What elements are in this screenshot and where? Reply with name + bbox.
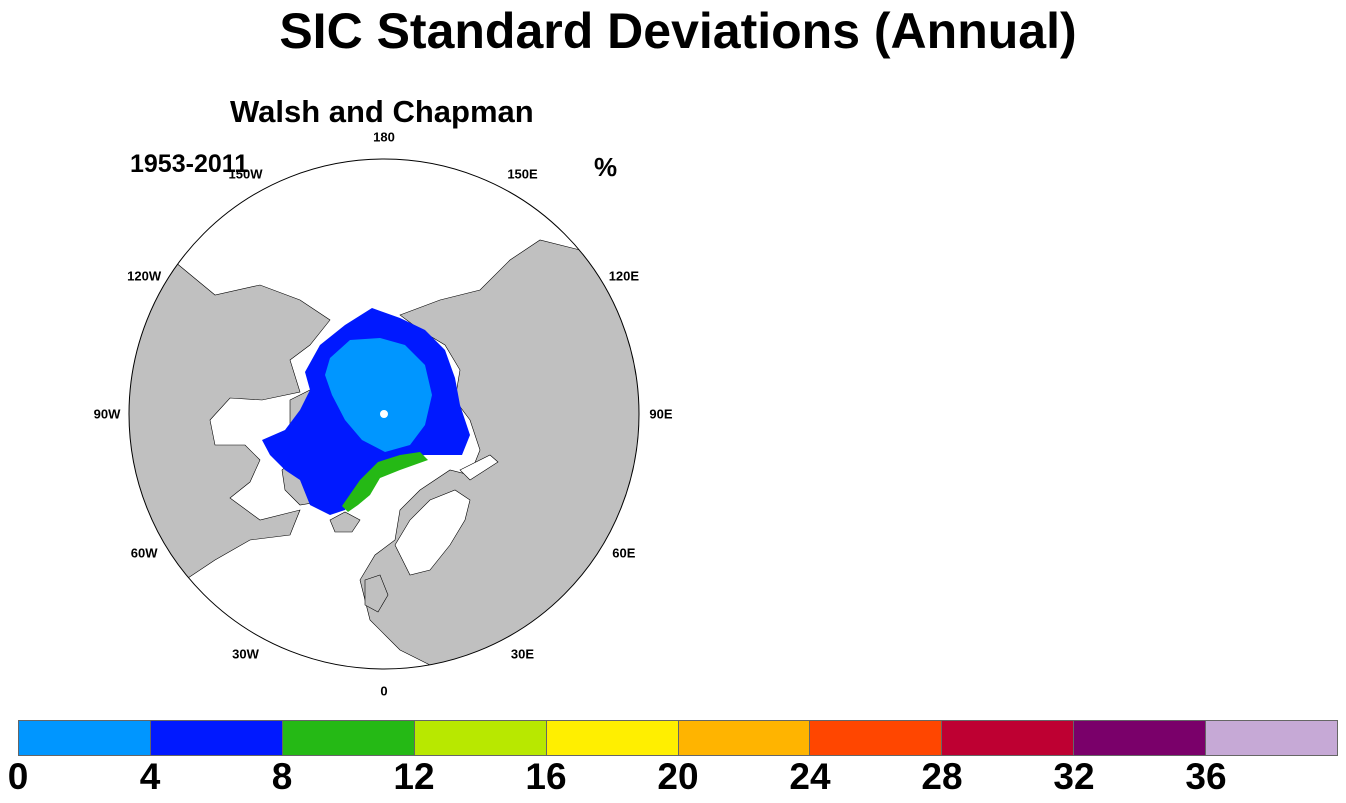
longitude-label: 30W: [232, 646, 259, 662]
colorbar-tick-label: 28: [921, 756, 963, 797]
longitude-label: 120W: [127, 268, 162, 283]
colorbar-box: [678, 721, 811, 755]
sic-band-0-4: [325, 338, 432, 452]
longitude-label: 90W: [93, 406, 121, 422]
polar-map-svg: [128, 158, 640, 670]
colorbar-tick-label: 8: [271, 756, 293, 797]
land-novaya-zemlya: [459, 454, 499, 481]
longitude-label: 60E: [612, 545, 636, 560]
longitude-label: 180: [373, 129, 395, 145]
land-north-america: [129, 261, 331, 601]
colorbar-tick-label: 12: [393, 756, 435, 797]
north-pole-marker: [380, 410, 388, 418]
panel-title: Walsh and Chapman: [230, 94, 534, 129]
longitude-label: 60W: [130, 545, 158, 560]
colorbar-box: [1074, 721, 1207, 755]
land-iceland: [329, 511, 361, 533]
colorbar-box: [942, 721, 1075, 755]
colorbar-tick-label: 20: [657, 756, 699, 797]
colorbar-tick-label: 16: [525, 756, 567, 797]
figure-title: SIC Standard Deviations (Annual): [279, 3, 1077, 59]
units-label: %: [594, 152, 618, 182]
land-uk: [364, 574, 389, 613]
colorbar-box: [810, 721, 943, 755]
colorbar-box: [282, 721, 415, 755]
longitude-label: 30E: [510, 646, 535, 662]
colorbar-tick-label: 24: [789, 756, 831, 797]
period-label: 1953-2011: [130, 150, 249, 178]
colorbar-box: [414, 721, 547, 755]
longitude-label: 120E: [608, 268, 640, 283]
longitude-label: 150W: [228, 166, 263, 182]
sic-field: [262, 308, 470, 515]
sic-band-8-12: [342, 452, 428, 512]
land-scandinavia: [394, 489, 471, 576]
colorbar-tick-label: 0: [7, 756, 29, 797]
longitude-label: 0: [380, 683, 388, 699]
colorbar-tick-label: 32: [1053, 756, 1095, 797]
map-boundary: [128, 158, 640, 670]
colorbar-tick-label: 4: [139, 756, 161, 797]
colorbar-tick-label: 36: [1185, 756, 1227, 797]
colorbar-box: [1206, 721, 1338, 755]
colorbar: [18, 720, 1338, 756]
colorbar-box: [19, 721, 151, 755]
longitude-label: 150E: [507, 166, 538, 182]
colorbar-box: [546, 721, 679, 755]
colorbar-box: [150, 721, 283, 755]
longitude-label: 90E: [649, 406, 673, 422]
polar-map: 180 150E 120E 90E 60E 30E 0 30W 60W 90W 120W 150W: [0, 0, 700, 700]
